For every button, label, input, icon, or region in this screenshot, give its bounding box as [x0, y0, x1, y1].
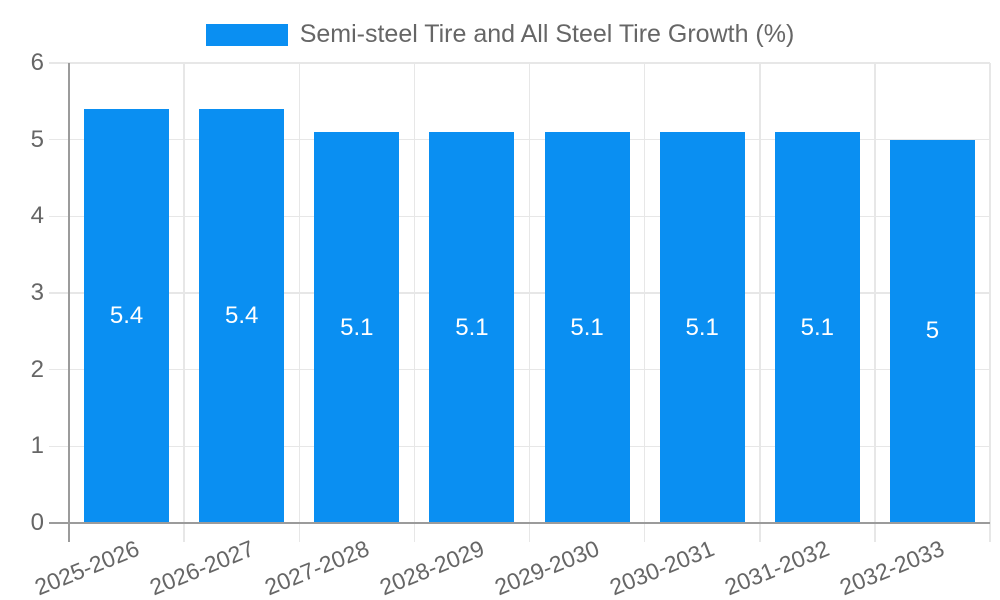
bar-value-label: 5.4	[225, 302, 259, 329]
h-gridline	[49, 292, 990, 294]
y-tick-label: 4	[30, 202, 44, 230]
bar-value-label: 5.1	[340, 313, 374, 341]
bar[interactable]	[544, 132, 630, 523]
y-tick-label: 5	[30, 125, 44, 153]
x-axis-line	[49, 522, 990, 524]
bar-value-label: 5.1	[800, 313, 834, 341]
x-tick-label: 2031-2032	[721, 535, 834, 600]
bar[interactable]	[314, 132, 400, 523]
x-tick-label: 2029-2030	[491, 535, 603, 600]
legend-swatch-icon	[205, 23, 288, 46]
h-gridline	[49, 62, 990, 64]
v-gridline	[528, 63, 531, 542]
y-tick-label: 2	[30, 355, 44, 383]
v-gridline	[643, 63, 646, 542]
h-gridline	[49, 138, 990, 141]
bar-value-label: 5.1	[570, 313, 604, 341]
x-tick-label: 2025-2026	[30, 535, 143, 600]
y-tick-label: 1	[30, 432, 44, 460]
v-gridline	[413, 63, 416, 542]
y-tick-label: 0	[30, 509, 44, 536]
h-gridline	[49, 368, 990, 371]
h-gridline	[49, 445, 990, 448]
x-tick-label: 2030-2031	[606, 535, 718, 600]
y-tick-label: 3	[30, 279, 44, 306]
x-tick-label: 2028-2029	[375, 535, 488, 600]
y-tick-label: 6	[30, 49, 44, 76]
bar-value-label: 5	[925, 317, 940, 345]
bar-value-label: 5.1	[455, 313, 489, 341]
bar[interactable]	[774, 132, 860, 523]
bar-value-label: 5.1	[685, 313, 719, 341]
v-gridline	[989, 63, 991, 542]
bar-value-label: 5.4	[109, 302, 144, 329]
v-gridline	[874, 63, 876, 542]
bar[interactable]	[429, 132, 515, 523]
bar[interactable]	[199, 109, 285, 523]
v-gridline	[759, 63, 761, 542]
bar[interactable]	[84, 109, 170, 523]
h-gridline	[49, 215, 990, 218]
v-gridline	[183, 63, 185, 542]
bar[interactable]	[659, 132, 745, 523]
bar[interactable]	[889, 139, 975, 523]
x-tick-label: 2026-2027	[145, 535, 258, 600]
x-tick-label: 2027-2028	[260, 535, 373, 600]
x-tick-label: 2032-2033	[836, 535, 949, 600]
y-axis-line	[68, 63, 70, 542]
legend: Semi-steel Tire and All Steel Tire Growt…	[0, 22, 1000, 47]
legend-label: Semi-steel Tire and All Steel Tire Growt…	[299, 20, 795, 48]
v-gridline	[298, 63, 300, 542]
legend-item[interactable]: Semi-steel Tire and All Steel Tire Growt…	[205, 20, 795, 48]
